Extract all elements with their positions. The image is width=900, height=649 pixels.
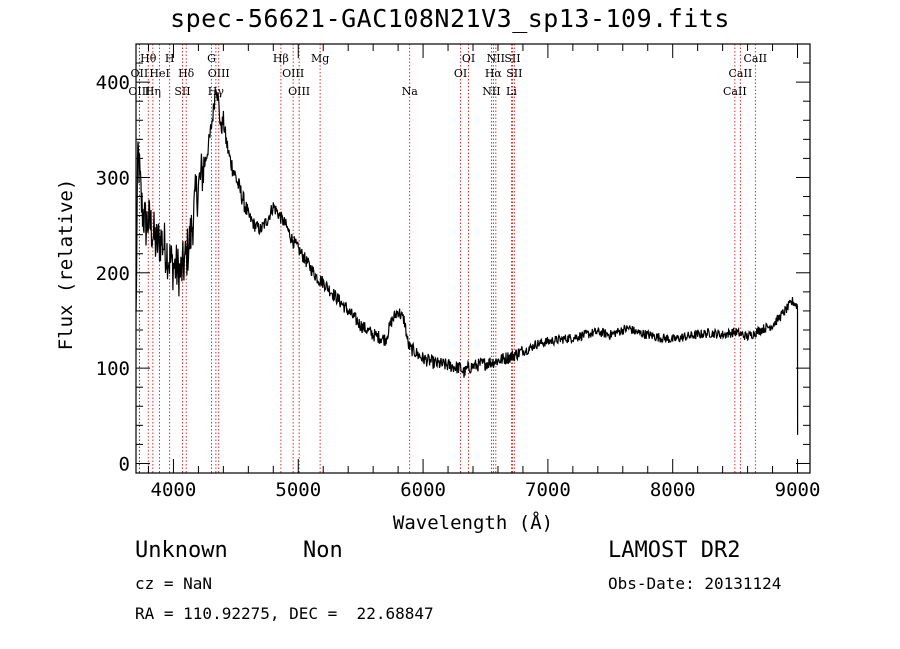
x-axis-label: Wavelength (Å)	[393, 511, 553, 534]
observation-date: Obs-Date: 20131124	[608, 574, 782, 593]
line-marker-label: OII	[131, 67, 149, 80]
line-marker-label: G	[207, 52, 216, 65]
line-marker-label: H	[165, 52, 175, 65]
line-marker-label: CaII	[743, 52, 767, 65]
ra-dec: RA = 110.92275, DEC = 22.68847	[135, 604, 434, 623]
line-marker-label: Hδ	[178, 67, 195, 80]
y-tick-label: 300	[96, 167, 130, 189]
line-marker-label: Hβ	[273, 52, 289, 65]
line-marker-label: OIII	[208, 67, 230, 80]
redshift-cz: cz = NaN	[135, 574, 213, 593]
line-marker-label: SII	[506, 67, 522, 80]
line-marker-label: Na	[402, 85, 419, 98]
y-tick-label: 200	[96, 263, 130, 285]
y-axis-label: Flux (relative)	[55, 179, 77, 351]
line-marker-label: Hη	[145, 85, 161, 98]
x-tick-label: 4000	[151, 479, 197, 501]
spectral-subclass: Non	[303, 538, 343, 563]
survey-name: LAMOST DR2	[608, 538, 741, 563]
line-marker-label: OI	[462, 52, 475, 65]
line-marker-label: OIII	[128, 85, 150, 98]
line-marker-label: OIII	[288, 85, 310, 98]
x-tick-label: 6000	[400, 479, 446, 501]
plot-frame	[135, 43, 811, 474]
line-marker-label: NII	[487, 52, 505, 65]
y-tick-label: 0	[119, 453, 130, 475]
line-marker-label: CaII	[723, 85, 747, 98]
y-tick-label: 100	[96, 358, 130, 380]
line-marker-label: OI	[454, 67, 467, 80]
line-marker-label: Hα	[485, 67, 503, 80]
emission-line-labels: HθOIIOIIIHηHeIHHδSIIGOIIIHγHβOIIIOIIIMgN…	[128, 52, 767, 98]
tick-labels: 4000 5000 6000 7000 8000 9000 0 100 200 300 400	[96, 72, 821, 501]
line-marker-label: NII	[482, 85, 500, 98]
x-tick-label: 8000	[650, 479, 696, 501]
line-marker-label: SII	[174, 85, 190, 98]
axis-ticks	[136, 43, 810, 473]
x-tick-label: 7000	[525, 479, 571, 501]
spectrum-series-line	[135, 89, 799, 435]
x-tick-label: 5000	[275, 479, 321, 501]
line-marker-label: CaII	[729, 67, 753, 80]
y-tick-label: 400	[96, 72, 130, 94]
line-marker-label: Li	[506, 85, 517, 98]
line-marker-label: Hθ	[140, 52, 157, 65]
line-marker-label: SII	[504, 52, 520, 65]
chart-title: spec-56621-GAC108N21V3_sp13-109.fits	[170, 4, 730, 33]
line-marker-label: Mg	[311, 52, 329, 65]
x-tick-label: 9000	[775, 479, 821, 501]
emission-line-markers	[138, 44, 756, 473]
line-marker-label: OIII	[282, 67, 304, 80]
spectral-class: Unknown	[135, 538, 228, 563]
line-marker-label: HeI	[149, 67, 169, 80]
